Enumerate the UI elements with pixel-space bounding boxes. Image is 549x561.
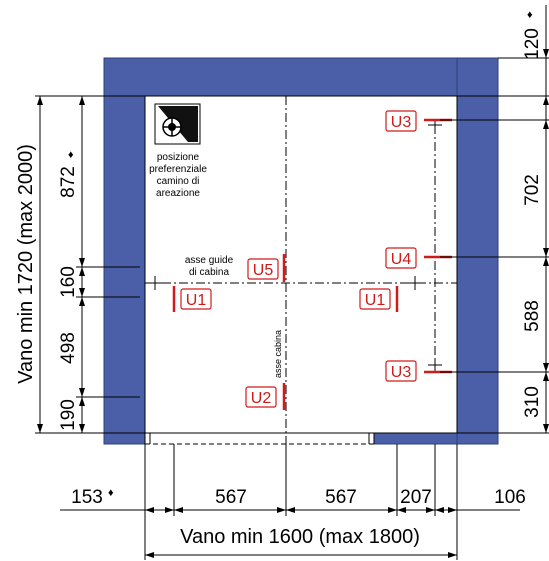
vent-note-line4: areazione <box>156 188 200 199</box>
dim-872-star: ♦ <box>68 149 74 161</box>
wall-right <box>456 57 499 445</box>
dim-498: 498 <box>58 332 79 364</box>
anchor-u2: U2 <box>245 383 286 410</box>
wall-bottom-left <box>103 432 146 445</box>
dim-120: 120 <box>522 28 543 60</box>
guide-rails <box>152 121 442 368</box>
fan-icon <box>162 117 182 137</box>
cabin-axis-label: asse cabina <box>273 330 283 378</box>
left-vano-label: Vano min 1720 (max 2000) <box>15 144 37 384</box>
dim-153: 153 <box>71 487 103 508</box>
dim-160: 160 <box>58 266 79 298</box>
door-jamb-right <box>373 432 458 445</box>
anchor-u3-top: U3 <box>385 110 452 132</box>
bottom-vano-label: Vano min 1600 (max 1800) <box>180 526 420 548</box>
wall-top <box>103 57 499 97</box>
tag-u1-left: U1 <box>186 292 207 309</box>
vent-note-line1: posizione <box>157 152 200 163</box>
vent-note-line3: camino di <box>157 176 200 187</box>
tag-u4: U4 <box>391 251 412 268</box>
vent-note-line2: preferenziale <box>149 164 207 175</box>
dim-588: 588 <box>522 300 543 332</box>
dim-567-right: 567 <box>325 487 357 508</box>
door-opening <box>104 432 498 445</box>
guide-axis-label-2: di cabina <box>189 267 229 278</box>
anchor-u1-left: U1 <box>172 286 212 312</box>
vent-position: posizione preferenziale camino di areazi… <box>149 103 207 199</box>
dim-872: 872 <box>58 166 79 198</box>
tag-u3-top: U3 <box>391 114 412 131</box>
tag-u2: U2 <box>251 390 272 407</box>
wall-left <box>103 57 146 445</box>
dim-190: 190 <box>58 399 79 431</box>
anchor-u3-bottom: U3 <box>385 360 452 382</box>
tag-u3-bottom: U3 <box>391 364 412 381</box>
right-dimensions: 120 ♦ 702 588 310 <box>440 5 549 434</box>
dim-153-star: ♦ <box>108 487 114 499</box>
dim-702: 702 <box>522 174 543 206</box>
anchor-u5: U5 <box>247 254 286 282</box>
bottom-dimensions: 153 ♦ 567 567 207 106 Vano min 1600 (max… <box>60 444 526 560</box>
left-dimensions: Vano min 1720 (max 2000) 872 ♦ 160 498 1… <box>15 95 145 434</box>
tag-u5: U5 <box>253 262 274 279</box>
tag-u1-right: U1 <box>365 292 386 309</box>
dim-106: 106 <box>494 487 526 508</box>
guide-axis-label: asse guide <box>185 255 234 266</box>
dim-120-star: ♦ <box>527 9 533 21</box>
anchor-u1-right: U1 <box>359 286 399 312</box>
dim-310: 310 <box>522 386 543 418</box>
anchor-u4: U4 <box>385 247 452 269</box>
dim-207: 207 <box>400 487 432 508</box>
dim-567-left: 567 <box>215 487 247 508</box>
